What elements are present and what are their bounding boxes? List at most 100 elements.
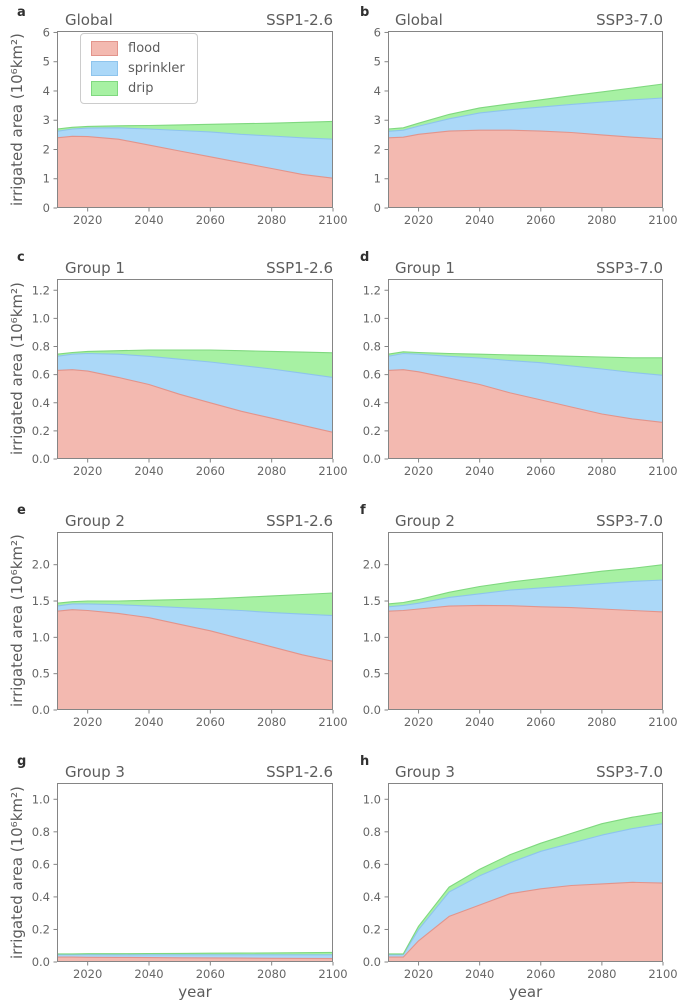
drip-swatch [91,81,118,96]
svg-text:2080: 2080 [257,464,286,478]
svg-text:0.0: 0.0 [32,955,50,969]
svg-text:0.8: 0.8 [32,340,50,354]
svg-text:0.6: 0.6 [32,857,50,871]
svg-text:1.0: 1.0 [32,792,50,806]
svg-text:2100: 2100 [648,464,677,478]
panel-g-title: Group 3 SSP1-2.6 [65,759,333,781]
svg-text:2100: 2100 [318,464,347,478]
svg-text:2040: 2040 [134,715,163,729]
svg-text:2100: 2100 [318,213,347,227]
svg-text:2020: 2020 [404,715,433,729]
svg-text:1.5: 1.5 [363,594,381,608]
legend-label-flood: flood [128,41,161,56]
svg-text:2020: 2020 [73,213,102,227]
svg-text:1: 1 [43,172,50,186]
y-axis-label: irrigated area (10⁶km²) [8,33,26,206]
svg-text:2080: 2080 [587,464,616,478]
svg-text:6: 6 [43,25,50,39]
legend-label-sprinkler: sprinkler [128,61,185,76]
svg-text:2020: 2020 [404,464,433,478]
svg-text:2040: 2040 [465,464,494,478]
svg-text:4: 4 [43,84,50,98]
svg-text:2080: 2080 [257,715,286,729]
svg-text:2060: 2060 [526,464,555,478]
svg-text:2.0: 2.0 [363,558,381,572]
svg-text:2080: 2080 [587,715,616,729]
svg-text:0.2: 0.2 [32,922,50,936]
group-label: Group 1 [65,259,125,277]
svg-text:0: 0 [43,201,50,215]
svg-text:2080: 2080 [257,213,286,227]
panel-h-title: Group 3 SSP3-7.0 [395,759,663,781]
scenario-label: SSP3-7.0 [596,763,663,781]
panel-e-title: Group 2 SSP1-2.6 [65,508,333,530]
scenario-label: SSP1-2.6 [266,11,333,29]
group-label: Group 2 [395,512,455,530]
group-label: Global [65,11,113,29]
group-label: Group 3 [395,763,455,781]
panel-letter-g: g [17,754,27,769]
svg-text:2040: 2040 [134,464,163,478]
plot-panel-c: 2020 2040 2060 2080 2100 0.0 0.2 0.4 0.6 0.8 1.0 1.… [32,279,348,478]
panel-letter-h: h [360,754,370,769]
plot-panel-d: 2020 2040 2060 2080 2100 0.0 0.2 0.4 0.6 0.8 1.0 1.… [363,279,678,478]
svg-text:2040: 2040 [465,213,494,227]
x-axis-label: year [508,983,543,1001]
svg-text:2040: 2040 [465,715,494,729]
scenario-label: SSP1-2.6 [266,763,333,781]
svg-text:1.0: 1.0 [32,630,50,644]
plot-panel-g: 2020 2040 2060 2080 2100 0.0 0.2 0.4 0.6 0.8 1.0 [32,783,348,981]
panel-letter-b: b [360,5,370,20]
group-label: Group 3 [65,763,125,781]
svg-text:2020: 2020 [73,715,102,729]
svg-text:2040: 2040 [465,967,494,981]
svg-text:2060: 2060 [196,464,225,478]
x-axis-label: year [178,983,212,1001]
svg-text:0.5: 0.5 [363,667,381,681]
scenario-label: SSP1-2.6 [266,512,333,530]
svg-text:0.0: 0.0 [363,955,381,969]
svg-text:2020: 2020 [73,464,102,478]
svg-text:2100: 2100 [648,967,677,981]
svg-text:2020: 2020 [404,967,433,981]
svg-text:1.5: 1.5 [32,594,50,608]
svg-text:0.0: 0.0 [363,703,381,717]
legend: flood sprinkler drip [80,33,198,104]
plot-panel-a: 2020 2040 2060 2080 2100 0 1 2 3 4 5 6 [43,25,348,227]
panel-a-title: Global SSP1-2.6 [65,7,333,29]
legend-label-drip: drip [128,81,154,96]
scenario-label: SSP3-7.0 [596,512,663,530]
svg-text:2040: 2040 [134,967,163,981]
svg-text:6: 6 [374,25,381,39]
svg-text:2060: 2060 [196,213,225,227]
sprinkler-swatch [91,61,118,76]
svg-text:2: 2 [43,142,50,156]
svg-text:5: 5 [43,55,50,69]
plot-panel-e: 2020 2040 2060 2080 2100 0.0 0.5 1.0 1.5 2.0 [32,532,348,729]
scenario-label: SSP3-7.0 [596,259,663,277]
svg-text:0.6: 0.6 [363,368,381,382]
plot-panel-b: 2020 2040 2060 2080 2100 0 1 2 3 4 5 6 [374,25,678,227]
svg-text:1.2: 1.2 [363,283,381,297]
svg-text:2100: 2100 [648,213,677,227]
svg-text:0.8: 0.8 [32,825,50,839]
svg-text:2080: 2080 [587,213,616,227]
svg-text:2020: 2020 [73,967,102,981]
svg-text:1: 1 [374,172,381,186]
plot-panel-h: 2020 2040 2060 2080 2100 0.0 0.2 0.4 0.6 0.8 1.0 [363,783,678,981]
svg-text:2060: 2060 [526,715,555,729]
legend-item-drip: drip [91,81,185,96]
svg-text:2040: 2040 [134,213,163,227]
svg-text:2100: 2100 [318,715,347,729]
scenario-label: SSP3-7.0 [596,11,663,29]
svg-text:2.0: 2.0 [32,558,50,572]
svg-text:0.5: 0.5 [32,667,50,681]
svg-text:4: 4 [374,84,381,98]
svg-text:1.0: 1.0 [32,311,50,325]
group-label: Group 1 [395,259,455,277]
panel-letter-a: a [17,5,26,20]
panel-d-title: Group 1 SSP3-7.0 [395,255,663,277]
svg-text:2100: 2100 [318,967,347,981]
plot-panel-f: 2020 2040 2060 2080 2100 0.0 0.5 1.0 1.5 2.0 [363,532,678,729]
panel-f-title: Group 2 SSP3-7.0 [395,508,663,530]
